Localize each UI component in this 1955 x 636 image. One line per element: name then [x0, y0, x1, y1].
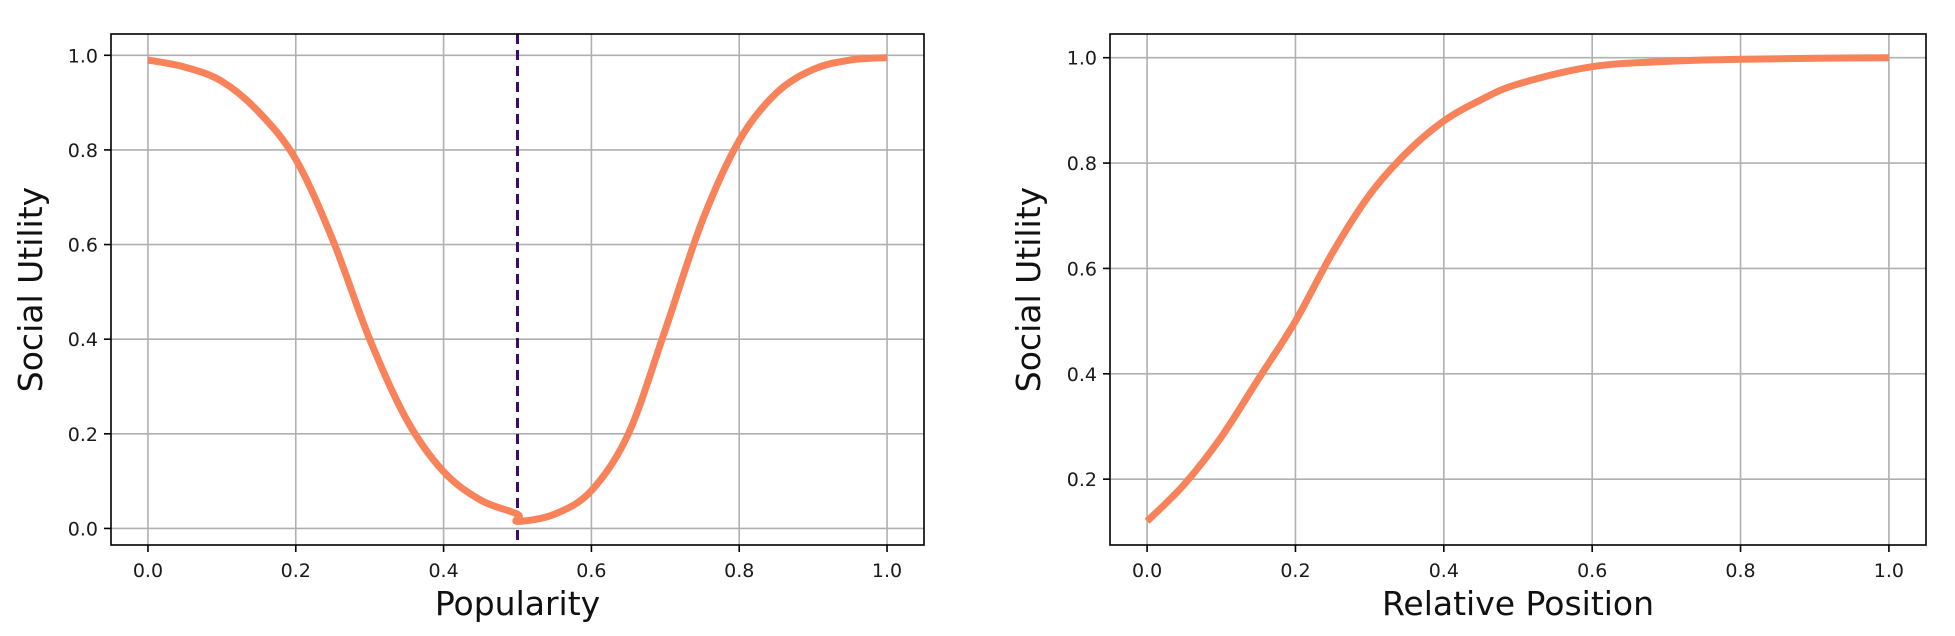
x-tick-label: 0.0	[133, 560, 163, 582]
x-tick-label: 0.4	[1429, 560, 1459, 582]
x-tick-label: 0.2	[281, 560, 311, 582]
axes-frame	[1109, 33, 1927, 546]
y-tick-label: 0.2	[68, 424, 98, 446]
x-tick-label: 0.2	[1280, 560, 1310, 582]
y-axis-label: Social Utility	[1009, 187, 1048, 392]
x-axis-label: Relative Position	[1382, 584, 1654, 623]
x-tick-label: 0.4	[428, 560, 458, 582]
x-tick-label: 0.6	[576, 560, 606, 582]
axes-frame	[110, 33, 925, 546]
x-tick-label: 1.0	[1874, 560, 1904, 582]
y-tick-label: 0.8	[68, 140, 98, 162]
y-tick-label: 1.0	[1067, 48, 1097, 70]
x-tick-label: 0.0	[1132, 560, 1162, 582]
y-tick-label: 1.0	[68, 45, 98, 67]
x-axis-label: Popularity	[435, 584, 600, 623]
x-tick-label: 0.8	[1725, 560, 1755, 582]
chart-relative-position: 0.0 0.2 0.4 0.6 0.8 1.0 0.2 0.4 0.6 0.8 1.0 Relativ…	[1009, 33, 1927, 623]
x-tick-label: 0.8	[724, 560, 754, 582]
y-tick-label: 0.6	[1067, 258, 1097, 280]
chart-popularity: 0.0 0.2 0.4 0.6 0.8 1.0 0.0 0.2 0.4 0.6 0.8 1.0 Popu…	[11, 33, 925, 623]
plot-area	[1110, 34, 1926, 545]
series-line	[147, 54, 888, 525]
y-axis-label: Social Utility	[11, 187, 50, 392]
y-tick-label: 0.2	[1067, 469, 1097, 491]
series-line	[1144, 54, 1889, 524]
x-tick-label: 0.6	[1577, 560, 1607, 582]
y-tick-label: 0.4	[1067, 364, 1097, 386]
y-tick-label: 0.8	[1067, 153, 1097, 175]
y-tick-label: 0.4	[68, 329, 98, 351]
x-tick-label: 1.0	[872, 560, 902, 582]
y-tick-label: 0.6	[68, 235, 98, 257]
y-tick-label: 0.0	[68, 518, 98, 540]
